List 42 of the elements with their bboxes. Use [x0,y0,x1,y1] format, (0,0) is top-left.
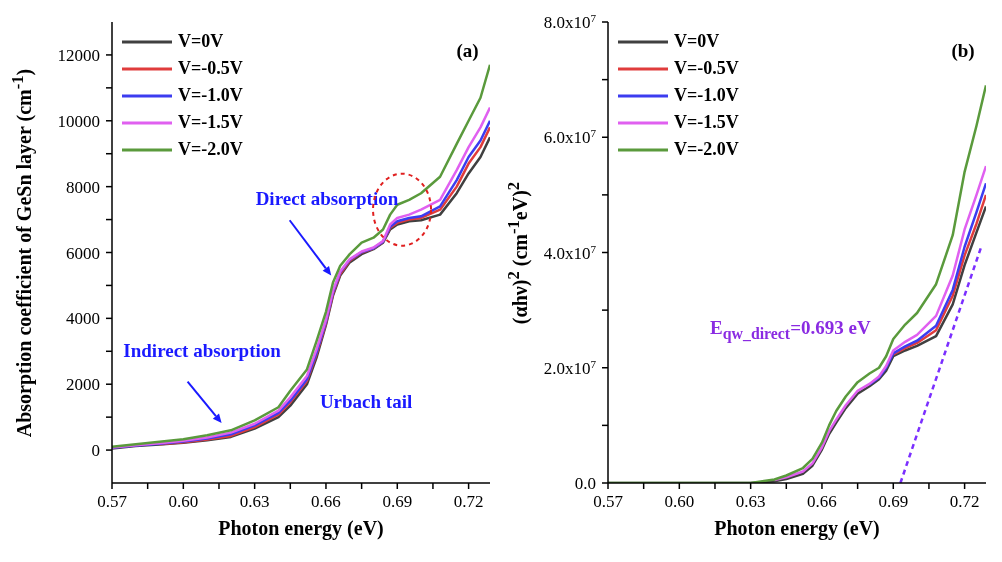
y-tick-label: 10000 [57,111,100,131]
legend-label: V=-0.5V [178,58,243,79]
y-tick-label: 0.0 [574,474,596,493]
x-tick-label: 0.63 [239,492,270,511]
legend-label: V=-1.0V [674,85,739,106]
annotation: (b) [951,40,975,63]
y-tick-label: 4000 [66,309,100,329]
legend-label: V=-1.0V [178,85,243,106]
y-tick-label: 2000 [66,375,100,395]
x-axis-title: Photon energy (eV) [713,517,881,540]
x-tick-label: 0.60 [168,492,199,511]
y-tick-label: 6.0x10$^{7}$ [543,127,597,148]
annotation: Direct absorption [255,187,399,210]
x-tick-label: 0.66 [807,492,837,511]
annotation: E$_{qw_direct}$=0.693 eV [710,317,871,343]
y-tick-label: 0 [91,441,100,461]
x-tick-label: 0.66 [311,492,341,511]
legend-label: V=-0.5V [674,58,739,79]
x-tick-label: 0.57 [97,492,128,511]
x-axis-title: Photon energy (eV) [217,517,385,540]
annotation: Urbach tail [319,390,413,413]
legend-label: V=-1.5V [674,112,739,133]
annotation: Indirect absorption [123,340,281,363]
annotation: (a) [456,40,479,63]
y-tick-label: 8000 [66,177,100,197]
y-tick-label: 6000 [66,243,100,263]
x-tick-label: 0.69 [878,492,909,511]
legend-label: V=0V [178,31,224,52]
x-tick-label: 0.57 [593,492,624,511]
x-tick-label: 0.63 [735,492,766,511]
y-tick-label: 2.0x10$^{7}$ [543,357,597,378]
y-tick-label: 12000 [57,45,100,65]
y-tick-label: 8.0x10$^{7}$ [543,12,597,32]
legend-label: V=-2.0V [674,139,739,160]
x-tick-label: 0.60 [664,492,695,511]
legend-label: V=-2.0V [178,139,243,160]
legend-label: V=-1.5V [178,112,243,133]
legend-label: V=0V [674,31,720,52]
x-tick-label: 0.69 [382,492,413,511]
x-tick-label: 0.72 [949,492,980,511]
x-tick-label: 0.72 [453,492,484,511]
y-tick-label: 4.0x10$^{7}$ [543,242,597,263]
